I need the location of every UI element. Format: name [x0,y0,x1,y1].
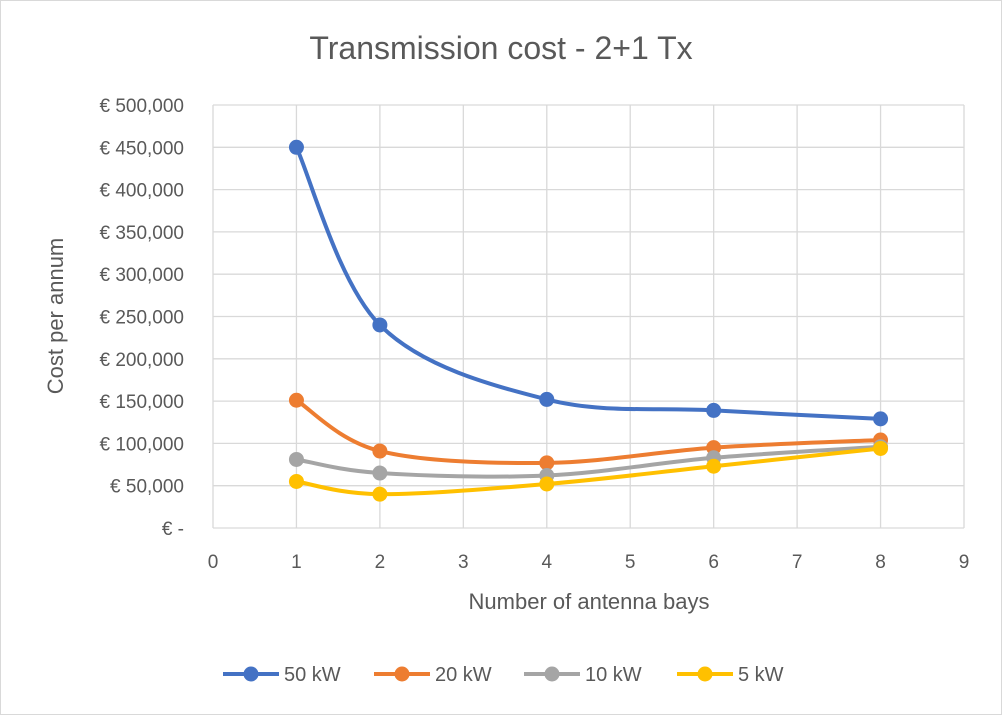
y-tick-label: € 250,000 [99,308,184,329]
x-tick-label: 3 [458,552,469,573]
series-50-kw [288,139,889,427]
y-tick-label: € 150,000 [99,392,184,413]
data-point-10-kw [288,451,304,467]
legend-item-50-kw: 50 kW [223,664,341,686]
legend-label: 5 kW [738,664,784,686]
y-tick-label: € 350,000 [99,223,184,244]
legend-marker [544,666,560,682]
x-tick-label: 1 [291,552,302,573]
y-tick-label: € 200,000 [99,350,184,371]
y-tick-label: € 500,000 [99,96,184,117]
legend-label: 20 kW [435,664,492,686]
data-point-5-kw [288,473,304,489]
legend-item-20-kw: 20 kW [374,664,492,686]
legend: 50 kW 20 kW 10 kW 5 kW [223,664,784,686]
data-point-5-kw [873,440,889,456]
legend-marker [697,666,713,682]
x-tick-label: 7 [792,552,803,573]
data-point-20-kw [288,392,304,408]
x-tick-label: 4 [541,552,552,573]
data-point-20-kw [539,455,555,471]
x-tick-label: 9 [959,552,970,573]
data-point-10-kw [372,465,388,481]
data-point-20-kw [372,443,388,459]
legend-item-10-kw: 10 kW [524,664,642,686]
data-point-50-kw [706,402,722,418]
y-tick-label: € 300,000 [99,265,184,286]
y-tick-label: € 400,000 [99,181,184,202]
y-axis-title: Cost per annum [43,238,68,395]
series-layer [288,139,889,502]
legend-marker [394,666,410,682]
y-axis-ticks: € - € 50,000 € 100,000 € 150,000 € 200,000 € … [99,96,184,540]
legend-label: 10 kW [585,664,642,686]
x-tick-label: 8 [875,552,886,573]
data-point-50-kw [372,317,388,333]
data-point-5-kw [706,458,722,474]
x-tick-label: 5 [625,552,636,573]
series-line-50-kw [294,145,883,421]
data-point-50-kw [873,411,889,427]
data-point-5-kw [372,486,388,502]
legend-item-5-kw: 5 kW [677,664,784,686]
x-tick-label: 6 [708,552,719,573]
y-tick-label: € 100,000 [99,434,184,455]
y-tick-label: € 50,000 [110,477,184,498]
series-5-kw [288,440,889,502]
x-tick-label: 2 [375,552,386,573]
y-tick-label: € - [162,519,184,540]
x-axis-ticks: 0 1 2 3 4 5 6 7 8 9 [208,552,970,573]
x-tick-label: 0 [208,552,219,573]
legend-marker [243,666,259,682]
legend-label: 50 kW [284,664,341,686]
data-point-50-kw [539,391,555,407]
data-point-5-kw [539,476,555,492]
y-tick-label: € 450,000 [99,138,184,159]
data-point-50-kw [288,139,304,155]
x-axis-title: Number of antenna bays [469,589,710,614]
chart-title: Transmission cost - 2+1 Tx [309,30,692,66]
